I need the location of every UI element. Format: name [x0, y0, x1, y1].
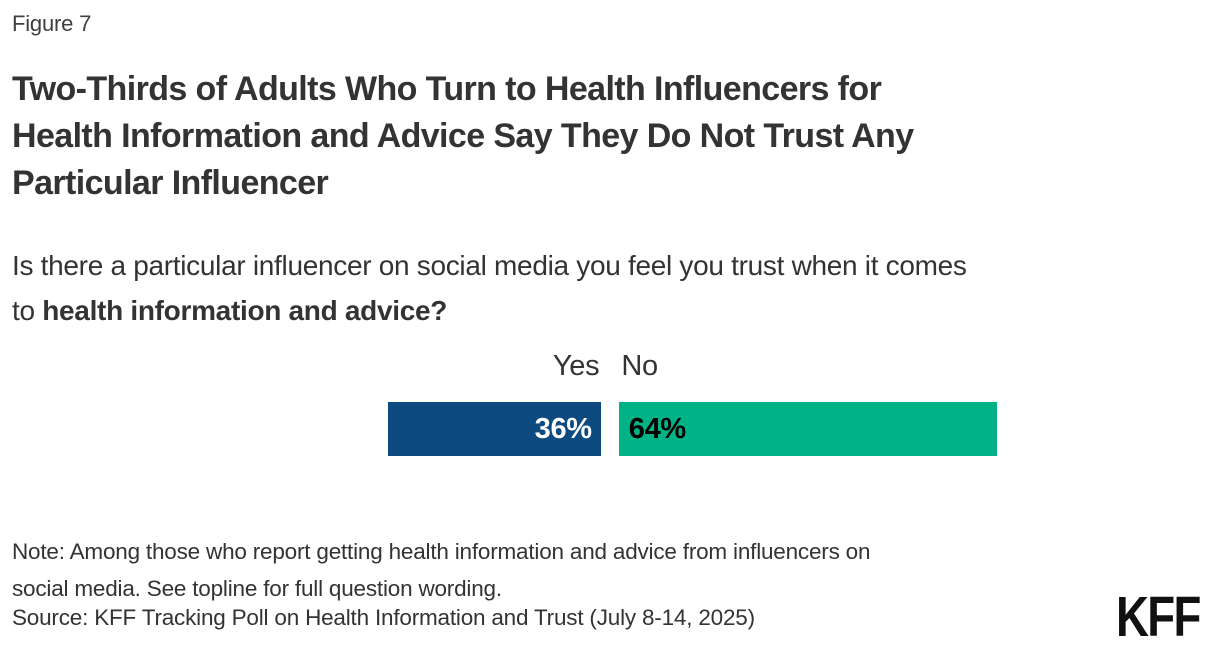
- source-text: Source: KFF Tracking Poll on Health Info…: [12, 605, 755, 630]
- bar-chart: 36% 64%: [388, 402, 997, 456]
- chart-title-line-2: Health Information and Advice Say They D…: [12, 117, 914, 155]
- kff-logo: KFF: [1116, 585, 1201, 649]
- bar-value-no: 64%: [628, 413, 686, 445]
- category-label-no: No: [621, 350, 658, 382]
- chart-title: Two-Thirds of Adults Who Turn to Health …: [12, 66, 1208, 207]
- chart-subtitle: Is there a particular influencer on soci…: [12, 243, 1208, 333]
- category-label-yes: Yes: [552, 350, 600, 382]
- subtitle-regular-text: to: [12, 295, 43, 326]
- chart-title-line-1: Two-Thirds of Adults Who Turn to Health …: [12, 70, 882, 108]
- bar-value-yes: 36%: [534, 413, 592, 445]
- subtitle-bold-text: health information and advice?: [42, 295, 448, 326]
- figure-number: Figure 7: [12, 11, 92, 36]
- chart-subtitle-line-1: Is there a particular influencer on soci…: [12, 250, 967, 281]
- chart-title-line-3: Particular Influencer: [12, 164, 329, 202]
- bar-yes: 36%: [388, 402, 601, 456]
- category-labels-row: Yes No: [388, 350, 997, 383]
- note-text: Note: Among those who report getting hea…: [12, 539, 871, 601]
- bar-no: 64%: [618, 402, 997, 456]
- chart-subtitle-line-2: to health information and advice?: [12, 288, 1208, 333]
